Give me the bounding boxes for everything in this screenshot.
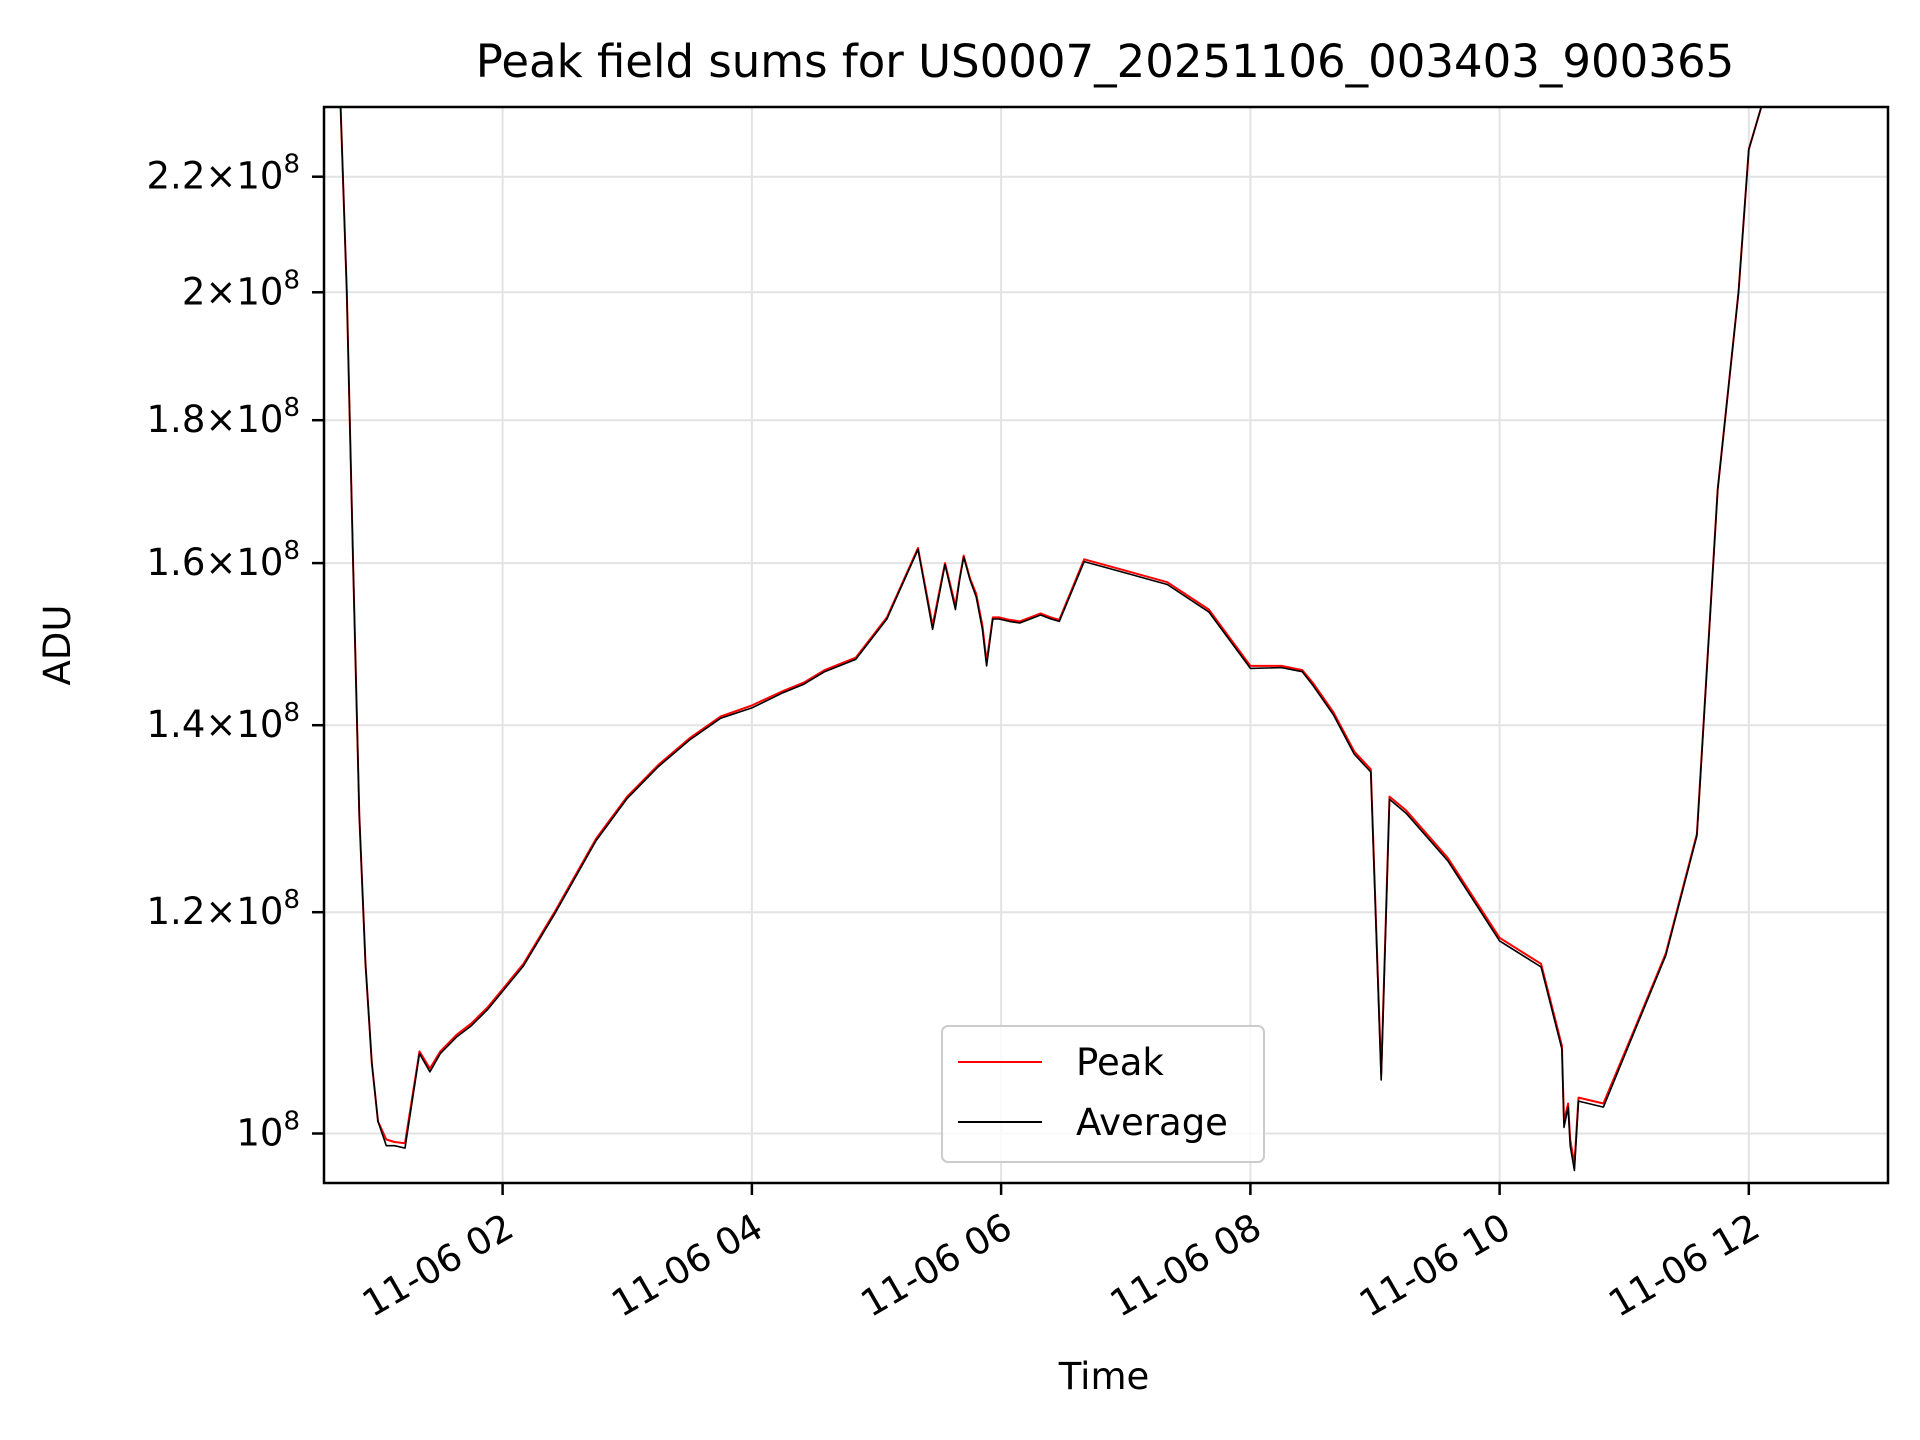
- y-tick-label: 1.6×108: [147, 536, 300, 584]
- y-tick-label: 1.8×108: [147, 393, 300, 441]
- x-axis-label: Time: [1058, 1355, 1150, 1398]
- legend: Peak Average: [941, 1025, 1265, 1163]
- legend-frame: [941, 1025, 1265, 1163]
- grid: [324, 107, 1888, 1183]
- y-tick-label: 2×108: [182, 265, 300, 313]
- y-axis-label: ADU: [36, 605, 79, 686]
- plot-area: [324, 107, 1888, 1183]
- y-tick-label: 2.2×108: [147, 150, 300, 198]
- series-group: [339, 107, 1874, 1172]
- legend-label-peak: Peak: [1076, 1041, 1164, 1084]
- y-tick-label: 108: [236, 1107, 300, 1155]
- legend-label-average: Average: [1076, 1101, 1228, 1144]
- chart-title: Peak field sums for US0007_20251106_0034…: [476, 35, 1734, 88]
- plot-frame: [322, 105, 1890, 1185]
- y-tick-label: 1.2×108: [147, 885, 300, 933]
- series-line-average: [339, 107, 1874, 1172]
- y-axis: 108 1.2×108 1.4×108 1.6×108 1.8×108 2×108 2.2×…: [147, 150, 324, 1155]
- y-tick-label: 1.4×108: [147, 698, 300, 746]
